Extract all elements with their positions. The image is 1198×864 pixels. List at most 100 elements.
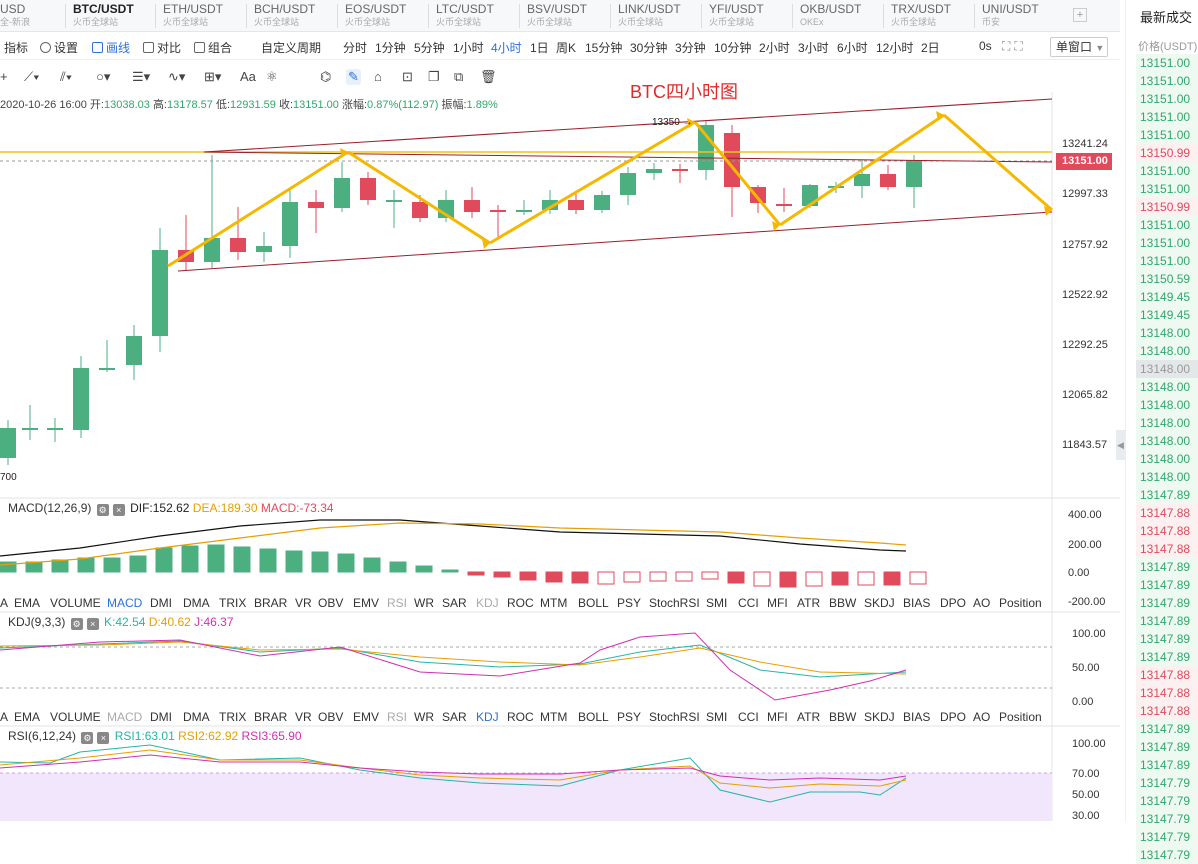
- indicator-option[interactable]: ROC: [507, 710, 534, 724]
- indicator-option[interactable]: EMA: [14, 710, 41, 724]
- indicator-option[interactable]: BBW: [829, 710, 857, 724]
- indicator-option[interactable]: MACD: [107, 596, 143, 610]
- lock-icon[interactable]: ⌂: [374, 69, 382, 84]
- window-mode-select[interactable]: 单窗口 ▼: [1050, 37, 1108, 57]
- symbol-tab[interactable]: LINK/USDT 火币全球站: [618, 3, 681, 28]
- copy-icon[interactable]: ❐: [428, 69, 440, 84]
- indicator-option[interactable]: PSY: [617, 710, 642, 724]
- indicator-option[interactable]: DMA: [183, 710, 210, 724]
- gear-icon[interactable]: ⚙: [96, 504, 109, 516]
- indicator-option[interactable]: RSI: [387, 710, 408, 724]
- period-option[interactable]: 1日: [530, 41, 549, 55]
- symbol-tab[interactable]: USD 全-新浪: [0, 3, 30, 28]
- indicator-option[interactable]: DMI: [150, 596, 172, 610]
- period-option[interactable]: 15分钟: [585, 41, 623, 55]
- symbol-tab[interactable]: EOS/USDT 火币全球站: [345, 3, 406, 28]
- fullscreen-icon[interactable]: ⛶⛶: [1002, 39, 1027, 53]
- text-icon[interactable]: Aa: [240, 69, 256, 84]
- period-option[interactable]: 10分钟: [714, 41, 752, 55]
- indicators-button[interactable]: 指标: [4, 41, 29, 55]
- indicator-option[interactable]: TRIX: [219, 710, 247, 724]
- indicator-option[interactable]: VOLUME: [50, 596, 101, 610]
- indicator-option[interactable]: RSI: [387, 596, 408, 610]
- indicator-option[interactable]: EMA: [14, 596, 41, 610]
- indicator-option[interactable]: CCI: [738, 710, 759, 724]
- indicator-option[interactable]: MACD: [107, 710, 143, 724]
- indicator-option[interactable]: Position: [999, 596, 1042, 610]
- combine-button[interactable]: 组合: [194, 39, 232, 56]
- indicator-option[interactable]: Position: [999, 710, 1042, 724]
- indicator-option[interactable]: ROC: [507, 596, 534, 610]
- indicator-option[interactable]: BOLL: [578, 596, 609, 610]
- indicator-option[interactable]: CCI: [738, 596, 759, 610]
- indicator-option[interactable]: EMV: [353, 596, 380, 610]
- wave-icon[interactable]: ∿▾: [168, 69, 186, 84]
- close-icon[interactable]: ×: [97, 732, 110, 744]
- period-option[interactable]: 4小时: [491, 41, 522, 55]
- symbol-tab[interactable]: LTC/USDT 火币全球站: [436, 3, 494, 28]
- indicator-option[interactable]: BRAR: [254, 710, 288, 724]
- indicator-option[interactable]: BOLL: [578, 710, 609, 724]
- indicator-option[interactable]: AO: [973, 596, 991, 610]
- measure-icon[interactable]: ⊞▾: [204, 69, 222, 84]
- close-icon[interactable]: ×: [112, 504, 125, 516]
- period-option[interactable]: 3分钟: [675, 41, 706, 55]
- gear-icon[interactable]: ⚙: [70, 618, 83, 630]
- trend-line-icon[interactable]: ⟋▾: [24, 69, 40, 84]
- horizontal-lines-icon[interactable]: ☰▾: [132, 69, 151, 84]
- parallel-line-icon[interactable]: ⫽▾: [60, 69, 73, 84]
- symbol-tab[interactable]: BCH/USDT 火币全球站: [254, 3, 315, 28]
- indicator-option[interactable]: OBV: [318, 710, 344, 724]
- indicator-option[interactable]: MTM: [540, 710, 568, 724]
- period-option[interactable]: 1分钟: [375, 41, 406, 55]
- symbol-tab[interactable]: YFI/USDT 火币全球站: [709, 3, 764, 28]
- add-tab-button[interactable]: +: [1073, 8, 1087, 22]
- symbol-tab[interactable]: TRX/USDT 火币全球站: [891, 3, 951, 28]
- compare-button[interactable]: 对比: [143, 39, 181, 56]
- indicator-option[interactable]: BIAS: [903, 710, 931, 724]
- close-icon[interactable]: ×: [86, 618, 99, 630]
- indicator-option[interactable]: DPO: [940, 596, 967, 610]
- indicator-option[interactable]: A: [0, 710, 9, 724]
- period-option[interactable]: 1小时: [453, 41, 484, 55]
- period-option[interactable]: 30分钟: [630, 41, 668, 55]
- indicator-option[interactable]: TRIX: [219, 596, 247, 610]
- indicator-option[interactable]: KDJ: [476, 710, 499, 724]
- hide-icon[interactable]: ⊡: [402, 69, 413, 84]
- symbol-tab[interactable]: OKB/USDT OKEx: [800, 3, 861, 28]
- custom-period-button[interactable]: 自定义周期: [261, 41, 322, 55]
- indicator-option[interactable]: SKDJ: [864, 596, 895, 610]
- indicator-option[interactable]: BRAR: [254, 596, 288, 610]
- indicator-option[interactable]: KDJ: [476, 596, 499, 610]
- indicator-option[interactable]: VR: [295, 710, 312, 724]
- indicator-option[interactable]: StochRSI: [649, 710, 700, 724]
- indicator-option[interactable]: DPO: [940, 710, 967, 724]
- indicator-option[interactable]: ATR: [797, 596, 821, 610]
- symbol-tab[interactable]: UNI/USDT 币安: [982, 3, 1039, 28]
- magnet-icon[interactable]: ✎: [346, 69, 361, 85]
- indicator-option[interactable]: EMV: [353, 710, 380, 724]
- period-option[interactable]: 5分钟: [414, 41, 445, 55]
- indicator-option[interactable]: ATR: [797, 710, 821, 724]
- indicator-option[interactable]: SAR: [442, 710, 467, 724]
- period-option[interactable]: 6小时: [837, 41, 868, 55]
- indicator-option[interactable]: SKDJ: [864, 710, 895, 724]
- refresh-interval[interactable]: 0s: [979, 39, 992, 53]
- ruler-icon[interactable]: ⌬: [320, 69, 332, 84]
- crosshair-icon[interactable]: +: [0, 69, 8, 84]
- period-option[interactable]: 3小时: [798, 41, 829, 55]
- indicator-option[interactable]: SMI: [706, 710, 728, 724]
- period-option[interactable]: 2日: [921, 41, 940, 55]
- symbol-tab[interactable]: BTC/USDT 火币全球站: [73, 3, 134, 28]
- indicator-option[interactable]: MFI: [767, 710, 788, 724]
- period-option[interactable]: 2小时: [759, 41, 790, 55]
- indicator-option[interactable]: SMI: [706, 596, 728, 610]
- indicator-option[interactable]: StochRSI: [649, 596, 700, 610]
- symbol-tab[interactable]: BSV/USDT 火币全球站: [527, 3, 587, 28]
- settings-button[interactable]: 设置: [40, 39, 78, 56]
- circle-icon[interactable]: ○▾: [96, 69, 111, 84]
- drawing-button[interactable]: 画线: [92, 39, 130, 56]
- indicator-option[interactable]: OBV: [318, 596, 344, 610]
- indicator-option[interactable]: BIAS: [903, 596, 931, 610]
- indicator-option[interactable]: SAR: [442, 596, 467, 610]
